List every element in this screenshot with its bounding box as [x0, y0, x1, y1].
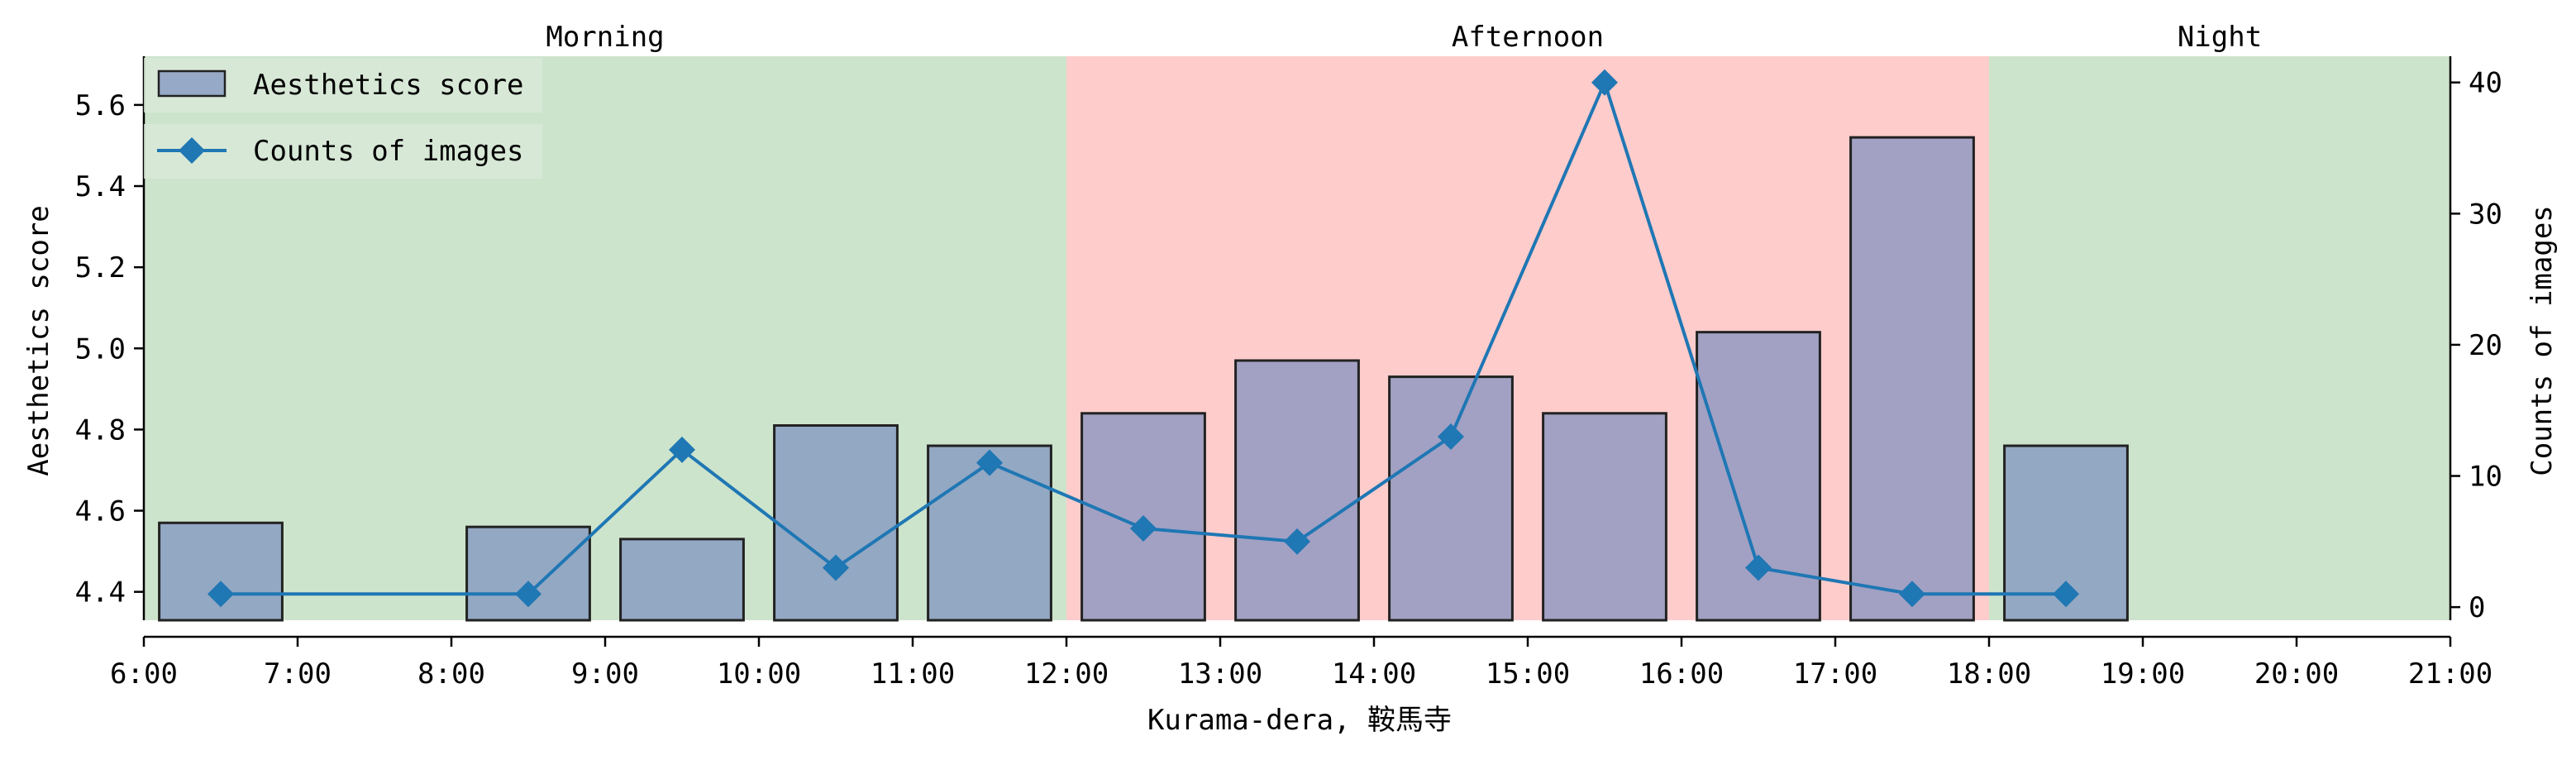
count-point	[1438, 423, 1464, 450]
count-point	[1745, 554, 1772, 581]
period-labels: Morning Afternoon Night	[546, 21, 2262, 54]
x-tick-label: 17:00	[1793, 657, 1877, 691]
legend: Aesthetics score Counts of images	[144, 58, 542, 179]
right-tick-label: 40	[2469, 67, 2502, 100]
count-point	[2053, 581, 2079, 608]
x-tick-label: 9:00	[571, 657, 639, 691]
left-tick-label: 4.4	[75, 576, 126, 609]
x-tick-label: 8:00	[417, 657, 485, 691]
x-tick-label: 10:00	[717, 657, 801, 691]
period-band-afternoon	[1066, 56, 1989, 620]
count-point	[669, 436, 695, 463]
x-tick-label: 6:00	[110, 657, 178, 691]
count-line	[221, 78, 2066, 596]
count-point	[1899, 581, 1925, 608]
count-point	[515, 581, 541, 608]
count-point	[208, 581, 234, 608]
left-axis-label: Aesthetics score	[22, 205, 55, 476]
aesthetics-bar	[1234, 359, 1360, 622]
aesthetics-bar	[773, 423, 899, 622]
count-point	[976, 449, 1003, 476]
left-axis-ticks: 4.4 4.6 4.8 5.0 5.2 5.4 5.6	[75, 89, 144, 609]
right-tick-label: 10	[2469, 461, 2502, 494]
count-point	[823, 554, 849, 581]
legend-swatch-diamond	[179, 137, 205, 164]
left-tick-label: 5.6	[75, 89, 126, 122]
left-tick-label: 5.2	[75, 251, 126, 284]
x-tick-label: 16:00	[1639, 657, 1724, 691]
x-axis-ticks: 6:00 7:00 8:00 9:00 10:00 11:00 12:00 13:00 14:0…	[110, 637, 2493, 691]
count-point	[1591, 69, 1618, 96]
left-tick-label: 4.6	[75, 495, 126, 528]
aesthetics-bar	[619, 538, 745, 622]
right-axis-label: Counts of images	[2526, 205, 2559, 476]
period-label-afternoon: Afternoon	[1452, 21, 1604, 54]
aesthetics-bar	[1542, 412, 1667, 622]
x-tick-label: 15:00	[1486, 657, 1570, 691]
x-tick-label: 7:00	[264, 657, 332, 691]
x-tick-label: 14:00	[1332, 657, 1416, 691]
period-bands	[144, 56, 2450, 620]
x-tick-label: 19:00	[2101, 657, 2185, 691]
x-tick-label: 20:00	[2254, 657, 2339, 691]
left-tick-label: 5.4	[75, 170, 126, 203]
right-tick-label: 0	[2469, 591, 2485, 624]
period-label-morning: Morning	[546, 21, 664, 54]
legend-label-line: Counts of images	[253, 135, 524, 168]
aesthetics-bar	[1849, 136, 1975, 622]
x-tick-label: 18:00	[1947, 657, 2031, 691]
count-point	[1284, 528, 1310, 555]
bars	[158, 136, 2129, 622]
x-tick-label: 21:00	[2408, 657, 2493, 691]
x-tick-label: 11:00	[871, 657, 955, 691]
x-tick-label: 12:00	[1024, 657, 1109, 691]
aesthetics-bar	[465, 525, 591, 622]
aesthetics-bar	[1388, 375, 1514, 622]
left-tick-label: 5.0	[75, 332, 126, 366]
right-tick-label: 20	[2469, 329, 2502, 362]
left-tick-label: 4.8	[75, 413, 126, 447]
period-label-night: Night	[2178, 21, 2262, 54]
count-line-series	[208, 69, 2079, 608]
x-axis-label: Kurama-dera, 鞍馬寺	[1147, 704, 1452, 737]
count-point	[1130, 514, 1157, 542]
right-tick-label: 30	[2469, 198, 2502, 231]
legend-swatch-bars	[157, 69, 227, 98]
legend-label-bars: Aesthetics score	[253, 69, 524, 102]
right-axis-ticks: 0 10 20 30 40	[2450, 67, 2502, 624]
x-tick-label: 13:00	[1178, 657, 1262, 691]
